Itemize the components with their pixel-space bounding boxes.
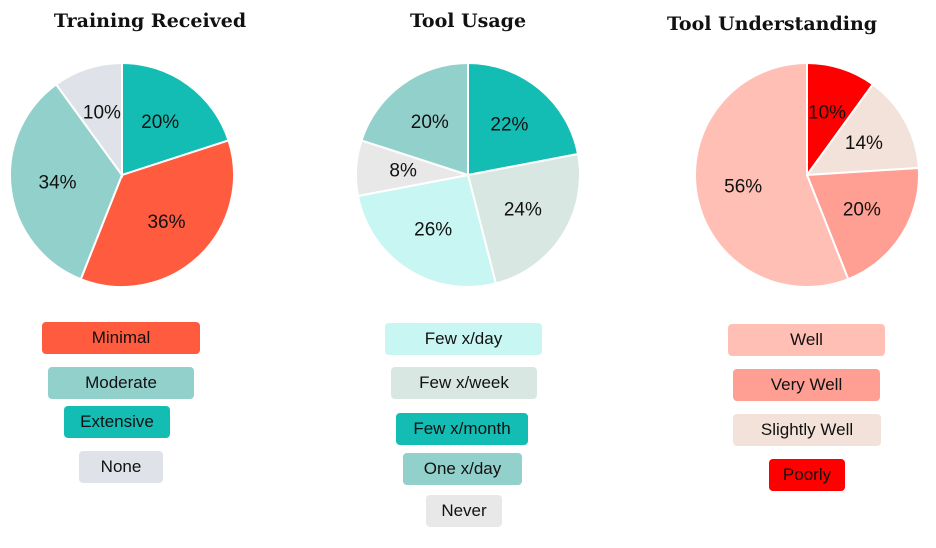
pie: 10% 14% 20% 56% bbox=[694, 61, 920, 288]
legend-item-extensive: Extensive bbox=[64, 406, 170, 438]
legend-item-slightly-well: Slightly Well bbox=[733, 414, 881, 446]
pie-slice-one-x-day bbox=[360, 61, 469, 177]
legend-item-few-x-day: Few x/day bbox=[385, 323, 542, 355]
slice-label-few-x-month: 22% bbox=[490, 114, 528, 135]
legend-item-never: Never bbox=[426, 495, 502, 527]
slice-label-poorly: 10% bbox=[808, 103, 846, 124]
legend-item-minimal: Minimal bbox=[42, 322, 200, 354]
pie-slice-very-well bbox=[805, 166, 920, 281]
slice-label-well: 56% bbox=[724, 177, 762, 198]
chart-title: Tool Understanding bbox=[666, 13, 878, 35]
slice-label-none: 10% bbox=[83, 103, 121, 124]
pie: 22% 24% 26% 8% 20% bbox=[355, 61, 581, 288]
pie-slice-few-x-day bbox=[356, 173, 498, 288]
slice-label-moderate: 34% bbox=[39, 173, 77, 194]
legend-item-poorly: Poorly bbox=[769, 459, 845, 491]
slice-label-few-x-day: 26% bbox=[414, 219, 452, 240]
legend-item-one-x-day: One x/day bbox=[403, 453, 522, 485]
pie-chart-tool-understanding: Tool Understanding 10% 14% 20% 56% Well Very W… bbox=[622, 0, 922, 548]
legend-item-moderate: Moderate bbox=[48, 367, 194, 399]
slice-label-minimal: 36% bbox=[147, 212, 185, 233]
pie-chart-training-received: Training Received 20% 36% 34% 10% Minimal Mode… bbox=[0, 0, 300, 548]
pie-slice-few-x-week bbox=[466, 152, 581, 285]
legend-item-well: Well bbox=[728, 324, 885, 356]
legend-item-few-x-month: Few x/month bbox=[396, 413, 528, 445]
pie-slice-slightly-well bbox=[804, 82, 920, 177]
pie-slice-extensive bbox=[121, 61, 230, 177]
slice-label-very-well: 20% bbox=[843, 199, 881, 220]
legend-item-very-well: Very Well bbox=[733, 369, 880, 401]
chart-title: Training Received bbox=[53, 10, 247, 32]
pie-slice-well bbox=[694, 61, 850, 288]
slice-label-slightly-well: 14% bbox=[845, 133, 883, 154]
pie-chart-tool-usage: Tool Usage 22% 24% 26% 8% 20% Few x/day Few x/w… bbox=[318, 0, 618, 548]
pie-slice-moderate bbox=[9, 82, 124, 281]
legend-item-none: None bbox=[79, 451, 163, 483]
pie-slice-none bbox=[54, 61, 123, 179]
chart-title: Tool Usage bbox=[409, 10, 527, 32]
legend-item-few-x-week: Few x/week bbox=[391, 367, 537, 399]
pie-slice-few-x-month bbox=[467, 61, 580, 177]
slice-label-one-x-day: 20% bbox=[411, 112, 449, 133]
pie: 20% 36% 34% 10% bbox=[9, 61, 235, 288]
slice-label-extensive: 20% bbox=[141, 112, 179, 133]
slice-label-few-x-week: 24% bbox=[504, 199, 542, 220]
pie-slice-minimal bbox=[79, 139, 235, 288]
slice-label-never: 8% bbox=[389, 160, 417, 181]
